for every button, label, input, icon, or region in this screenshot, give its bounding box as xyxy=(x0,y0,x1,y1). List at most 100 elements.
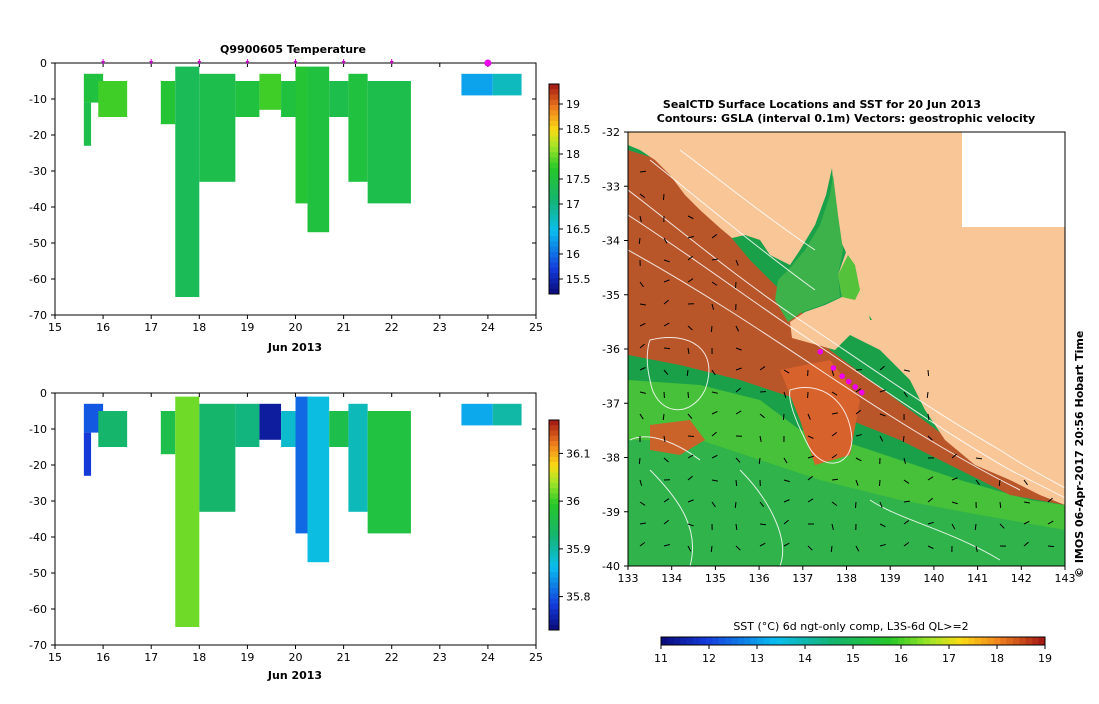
colorbar-swatch xyxy=(549,242,559,248)
sst-colorbar-tick-label: 11 xyxy=(654,652,668,665)
y-tick-label: -30 xyxy=(29,495,47,508)
colorbar-swatch xyxy=(549,557,559,563)
colorbar-swatch xyxy=(549,131,559,137)
lon-tick-label: 140 xyxy=(923,572,944,585)
colorbar-swatch xyxy=(549,473,559,479)
sst-colorbar-swatch xyxy=(866,637,873,645)
colorbar-swatch xyxy=(549,499,559,505)
sst-colorbar-swatch xyxy=(981,637,988,645)
sst-colorbar-swatch xyxy=(1013,637,1020,645)
colorbar-swatch xyxy=(549,593,559,599)
salinity-x-axis-label: Jun 2013 xyxy=(267,669,322,682)
velocity-vector xyxy=(855,502,856,508)
section-cell xyxy=(308,67,330,233)
x-tick-label: 23 xyxy=(433,651,447,664)
sst-colorbar-swatch xyxy=(763,637,770,645)
sst-colorbar-swatch xyxy=(955,637,962,645)
colorbar-swatch xyxy=(549,194,559,200)
sst-colorbar-swatch xyxy=(693,637,700,645)
profile-marker-highlight xyxy=(484,60,491,67)
colorbar-swatch xyxy=(549,179,559,185)
sst-colorbar-swatch xyxy=(885,637,892,645)
colorbar-swatch xyxy=(549,89,559,95)
sst-colorbar-swatch xyxy=(891,637,898,645)
section-cell xyxy=(461,404,492,426)
colorbar-swatch xyxy=(549,420,559,426)
colorbar-swatch xyxy=(549,252,559,258)
sst-colorbar-swatch xyxy=(680,637,687,645)
colorbar-swatch xyxy=(549,562,559,568)
temperature-x-axis-label: Jun 2013 xyxy=(267,341,322,354)
lon-tick-label: 139 xyxy=(880,572,901,585)
colorbar-swatch xyxy=(549,572,559,578)
sst-colorbar-swatch xyxy=(847,637,854,645)
sst-map-panel: SealCTD Surface Locations and SST for 20… xyxy=(602,98,1086,665)
seal-location-point xyxy=(852,384,858,390)
velocity-vector xyxy=(736,480,737,486)
colorbar-swatch xyxy=(549,257,559,263)
sst-colorbar-swatch xyxy=(853,637,860,645)
x-tick-label: 21 xyxy=(337,651,351,664)
colorbar-tick-label: 17 xyxy=(566,198,580,211)
colorbar-swatch xyxy=(549,441,559,447)
sst-colorbar-swatch xyxy=(1019,637,1026,645)
lat-tick-label: -39 xyxy=(602,506,620,519)
sst-colorbar-swatch xyxy=(661,637,668,645)
y-tick-label: -10 xyxy=(29,423,47,436)
colorbar-swatch xyxy=(549,436,559,442)
colorbar-swatch xyxy=(549,467,559,473)
lat-tick-label: -35 xyxy=(602,289,620,302)
x-tick-label: 21 xyxy=(337,321,351,334)
sst-colorbar-swatch xyxy=(757,637,764,645)
sst-colorbar-swatch xyxy=(943,637,950,645)
lon-tick-label: 135 xyxy=(705,572,726,585)
x-tick-label: 22 xyxy=(385,321,399,334)
section-cell xyxy=(368,411,411,533)
section-cell xyxy=(348,74,367,182)
seal-location-point xyxy=(859,390,865,396)
colorbar-swatch xyxy=(549,509,559,515)
sst-colorbar-swatch xyxy=(1032,637,1039,645)
velocity-vector xyxy=(783,414,784,420)
y-tick-label: -30 xyxy=(29,165,47,178)
sst-colorbar-tick-label: 12 xyxy=(702,652,716,665)
colorbar-swatch xyxy=(549,84,559,90)
colorbar-swatch xyxy=(549,221,559,227)
sst-colorbar-swatch xyxy=(917,637,924,645)
lat-tick-label: -40 xyxy=(602,560,620,573)
velocity-vector xyxy=(639,238,640,244)
velocity-vector xyxy=(903,436,904,442)
sst-colorbar-swatch xyxy=(968,637,975,645)
y-tick-label: -50 xyxy=(29,237,47,250)
sst-colorbar-tick-label: 15 xyxy=(846,652,860,665)
colorbar-swatch xyxy=(549,184,559,190)
x-tick-label: 19 xyxy=(240,321,254,334)
sst-colorbar-swatch xyxy=(706,637,713,645)
sst-colorbar-swatch xyxy=(770,637,777,645)
x-tick-label: 24 xyxy=(481,651,495,664)
imos-side-label: © IMOS 06-Apr-2017 20:56 Hobart Time xyxy=(1073,331,1086,578)
colorbar-swatch xyxy=(549,189,559,195)
lon-tick-label: 136 xyxy=(749,572,770,585)
sst-colorbar-swatch xyxy=(994,637,1001,645)
sst-colorbar-swatch xyxy=(879,637,886,645)
sst-colorbar-swatch xyxy=(834,637,841,645)
sst-colorbar-swatch xyxy=(744,637,751,645)
colorbar-swatch xyxy=(549,525,559,531)
section-cell xyxy=(281,411,295,447)
sst-colorbar-swatch xyxy=(667,637,674,645)
colorbar-swatch xyxy=(549,478,559,484)
colorbar-tick-label: 17.5 xyxy=(566,173,591,186)
y-tick-label: -40 xyxy=(29,201,47,214)
section-cell xyxy=(259,404,281,440)
lat-tick-label: -36 xyxy=(602,343,620,356)
sst-colorbar-swatch xyxy=(687,637,694,645)
section-cell xyxy=(308,397,330,563)
velocity-vector xyxy=(1048,546,1054,547)
sst-colorbar-tick-label: 19 xyxy=(1038,652,1052,665)
y-tick-label: -10 xyxy=(29,93,47,106)
lon-tick-label: 133 xyxy=(618,572,639,585)
